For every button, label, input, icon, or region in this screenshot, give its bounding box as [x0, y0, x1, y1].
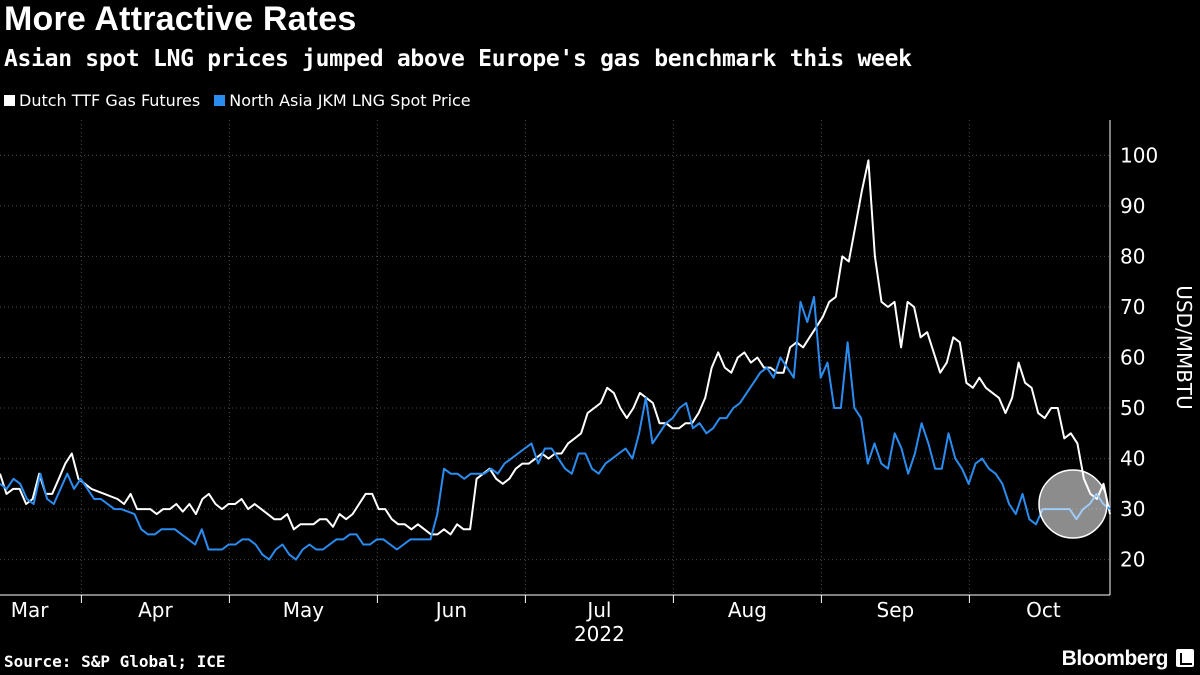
y-tick-label-20: 20 — [1120, 548, 1145, 572]
y-tick-label-90: 90 — [1120, 194, 1145, 218]
legend-swatch-ttf — [4, 95, 15, 106]
y-tick-label-80: 80 — [1120, 244, 1145, 268]
x-tick-label-sep: Sep — [877, 598, 915, 622]
series-line-jkm — [0, 295, 1111, 561]
x-axis-year-label: 2022 — [574, 622, 625, 646]
legend-item-jkm: North Asia JKM LNG Spot Price — [214, 91, 471, 110]
y-tick-label-100: 100 — [1120, 143, 1158, 167]
chart-title: More Attractive Rates — [4, 0, 357, 38]
series-line-ttf — [0, 159, 1111, 536]
x-tick-label-oct: Oct — [1026, 598, 1061, 622]
x-tick-label-mar: Mar — [11, 598, 50, 622]
legend-item-ttf: Dutch TTF Gas Futures — [4, 91, 200, 110]
legend-swatch-jkm — [214, 95, 226, 106]
y-tick-label-40: 40 — [1120, 447, 1145, 471]
x-tick-label-aug: Aug — [728, 598, 767, 622]
source-note: Source: S&P Global; ICE — [4, 652, 226, 671]
x-tick-label-apr: Apr — [138, 598, 173, 622]
y-tick-label-50: 50 — [1120, 396, 1145, 420]
y-axis-label: USD/MMBTU — [1172, 285, 1196, 410]
y-tick-label-60: 60 — [1120, 346, 1145, 370]
legend-label-jkm: North Asia JKM LNG Spot Price — [229, 91, 471, 110]
x-tick-label-jun: Jun — [434, 598, 467, 622]
legend-label-ttf: Dutch TTF Gas Futures — [19, 91, 201, 110]
y-tick-label-30: 30 — [1120, 497, 1145, 521]
x-tick-label-jul: Jul — [585, 598, 611, 622]
highlight-circle — [1038, 469, 1108, 539]
y-tick-label-70: 70 — [1120, 295, 1145, 319]
bloomberg-logo: Bloomberg — [1061, 647, 1169, 670]
legend: Dutch TTF Gas Futures North Asia JKM LNG… — [4, 91, 471, 110]
bloomberg-chart-icon — [1176, 649, 1194, 667]
x-tick-label-may: May — [283, 598, 325, 622]
chart-subtitle: Asian spot LNG prices jumped above Europ… — [4, 46, 912, 72]
